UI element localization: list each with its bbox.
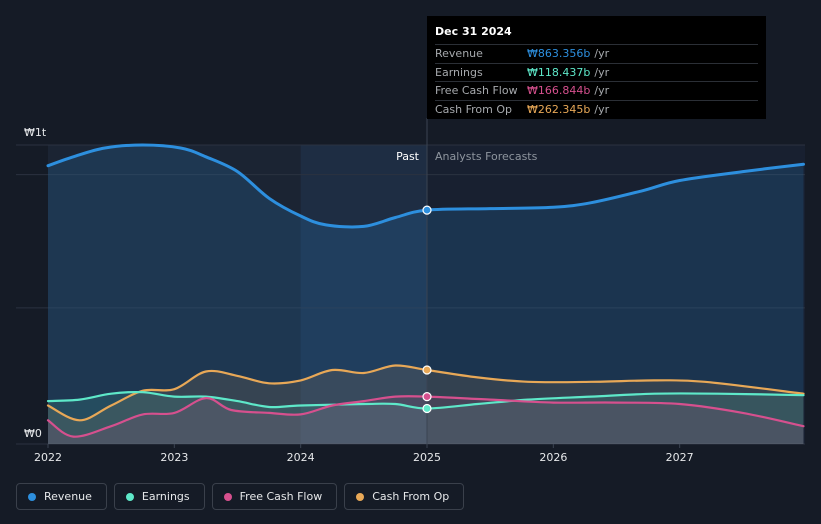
y-tick-label-zero: ₩0 [24,427,42,440]
area-revenue [48,145,804,444]
area-earnings [48,392,804,444]
x-tick-label: 2026 [539,451,567,464]
legend-dot-icon [223,492,232,501]
legend-label: Free Cash Flow [239,490,323,503]
line-cash-from-op [46,364,805,422]
x-tick-label: 2023 [160,451,188,464]
marker-cash-from-op [422,365,432,375]
recent-past-highlight [300,145,427,444]
tooltip-row-cash-from-op: Cash From Op ₩262.345b /yr [435,99,758,119]
tooltip-label: Cash From Op [435,102,513,116]
line-free-cash-flow [46,395,805,438]
tooltip-value: ₩863.356b [527,47,591,61]
x-tick-label: 2024 [287,451,315,464]
y-tick-label-top: ₩1t [24,126,47,139]
past-label: Past [396,150,420,163]
marker-free-cash-flow [422,392,432,402]
line-revenue [46,143,805,229]
legend-label: Earnings [141,490,190,503]
legend-label: Revenue [44,490,92,503]
legend-item-earnings[interactable]: Earnings [113,483,205,510]
legend: Revenue Earnings Free Cash Flow Cash Fro… [16,483,465,510]
tooltip-date: Dec 31 2024 [435,25,512,38]
legend-dot-icon [28,492,36,501]
area-free-cash-flow [48,396,804,444]
tooltip-unit: /yr [594,65,610,79]
tooltip-label: Free Cash Flow [435,84,518,98]
legend-item-cash-from-op[interactable]: Cash From Op [344,483,465,510]
tooltip-label: Revenue [435,47,483,61]
tooltip-row-revenue: Revenue ₩863.356b /yr [435,44,758,63]
tooltip-value: ₩262.345b [527,102,591,116]
tooltip-value: ₩166.844b [527,84,591,98]
legend-item-free-cash-flow[interactable]: Free Cash Flow [211,483,338,510]
tooltip-row-earnings: Earnings ₩118.437b /yr [435,62,758,82]
x-tick-label: 2022 [34,451,62,464]
tooltip-unit: /yr [594,84,610,98]
legend-dot-icon [356,492,365,501]
forecast-label: Analysts Forecasts [435,150,538,163]
x-tick-label: 2027 [666,451,694,464]
tooltip: Dec 31 2024 Revenue ₩863.356b /yr Earnin… [427,16,766,119]
legend-dot-icon [125,492,134,501]
x-tick-label: 2025 [413,451,441,464]
tooltip-unit: /yr [594,47,610,61]
marker-revenue [422,205,432,215]
tooltip-value: ₩118.437b [527,65,591,79]
tooltip-row-free-cash-flow: Free Cash Flow ₩166.844b /yr [435,81,758,100]
legend-label: Cash From Op [372,490,450,503]
tooltip-unit: /yr [594,102,610,116]
legend-item-revenue[interactable]: Revenue [16,483,107,510]
marker-earnings [422,403,432,414]
tooltip-label: Earnings [435,65,483,79]
